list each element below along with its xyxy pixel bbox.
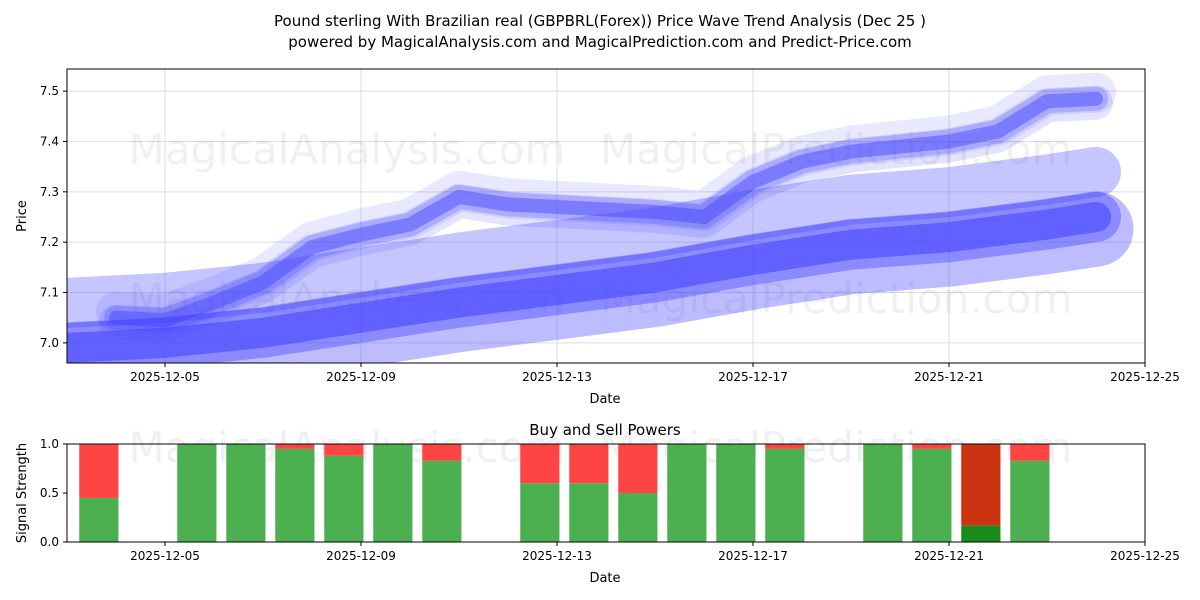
bottom-axes-frame: [66, 443, 1146, 543]
buy-bar: [716, 444, 756, 542]
x-tick-label: 2025-12-17: [718, 370, 788, 384]
x-tick-label: 2025-12-13: [522, 370, 592, 384]
bottom-title: Buy and Sell Powers: [529, 421, 681, 439]
buy-bar: [177, 444, 217, 542]
sell-bar: [912, 444, 952, 449]
lower-wave-line: [67, 202, 1111, 363]
x-tick-label: 2025-12-09: [326, 549, 396, 563]
sell-bar: [961, 444, 1001, 526]
buy-bar: [422, 460, 462, 542]
chart-title: Pound sterling With Brazilian real (GBPB…: [274, 12, 926, 30]
y-tick-label: 7.5: [40, 84, 59, 98]
y-tick-label: 7.0: [40, 336, 59, 350]
x-tick-label: 2025-12-09: [326, 370, 396, 384]
sell-bar: [1010, 444, 1050, 461]
bottom-x-label: Date: [589, 571, 620, 586]
upper-wave-line: [104, 86, 1108, 333]
buy-bar: [520, 483, 560, 542]
buy-bar: [324, 455, 364, 542]
sell-bar: [324, 444, 364, 456]
watermark: MagicalPrediction.com: [600, 125, 1073, 174]
buy-bar: [912, 448, 952, 542]
x-tick-label: 2025-12-13: [522, 549, 592, 563]
sell-bar: [569, 444, 609, 484]
lower-wave-line: [67, 147, 1121, 328]
buy-bar: [1010, 460, 1050, 542]
top-axes-frame: [66, 68, 1146, 364]
buy-bar: [79, 497, 119, 542]
sell-bar: [422, 444, 462, 461]
wave-group: [67, 72, 1134, 363]
sell-bar: [275, 444, 315, 449]
sell-bar: [618, 444, 658, 493]
sell-bar: [765, 444, 805, 449]
x-tick-label: 2025-12-25: [1110, 549, 1180, 563]
upper-wave-line: [99, 85, 1113, 342]
upper-wave-line: [109, 91, 1103, 328]
buy-bar: [765, 448, 805, 542]
buy-bar: [373, 444, 413, 542]
x-tick-label: 2025-12-21: [914, 370, 984, 384]
y-tick-label: 7.4: [40, 134, 59, 148]
chart-subtitle: powered by MagicalAnalysis.com and Magic…: [288, 33, 912, 51]
y-tick-label: 7.2: [40, 235, 59, 249]
x-tick-label: 2025-12-17: [718, 549, 788, 563]
y-tick-label: 1.0: [40, 437, 59, 451]
buy-bar: [863, 444, 903, 542]
bottom-y-label: Signal Strength: [15, 443, 30, 543]
buy-bar: [226, 444, 266, 542]
sell-bar: [520, 444, 560, 484]
top-y-label: Price: [15, 200, 30, 232]
sell-bar: [79, 444, 119, 498]
x-tick-label: 2025-12-05: [130, 549, 200, 563]
buy-bar: [961, 525, 1001, 542]
y-tick-label: 0.5: [40, 486, 59, 500]
buy-bar: [667, 444, 707, 542]
x-tick-label: 2025-12-21: [914, 549, 984, 563]
buy-bar: [569, 483, 609, 542]
y-tick-label: 0.0: [40, 535, 59, 549]
y-tick-label: 7.1: [40, 286, 59, 300]
x-tick-label: 2025-12-05: [130, 370, 200, 384]
upper-wave-line: [96, 72, 1116, 335]
y-tick-label: 7.3: [40, 185, 59, 199]
buy-bar: [618, 493, 658, 542]
x-tick-label: 2025-12-25: [1110, 370, 1180, 384]
buy-bar: [275, 448, 315, 542]
watermark: MagicalAnalysis.com: [129, 125, 566, 174]
top-x-label: Date: [589, 392, 620, 407]
